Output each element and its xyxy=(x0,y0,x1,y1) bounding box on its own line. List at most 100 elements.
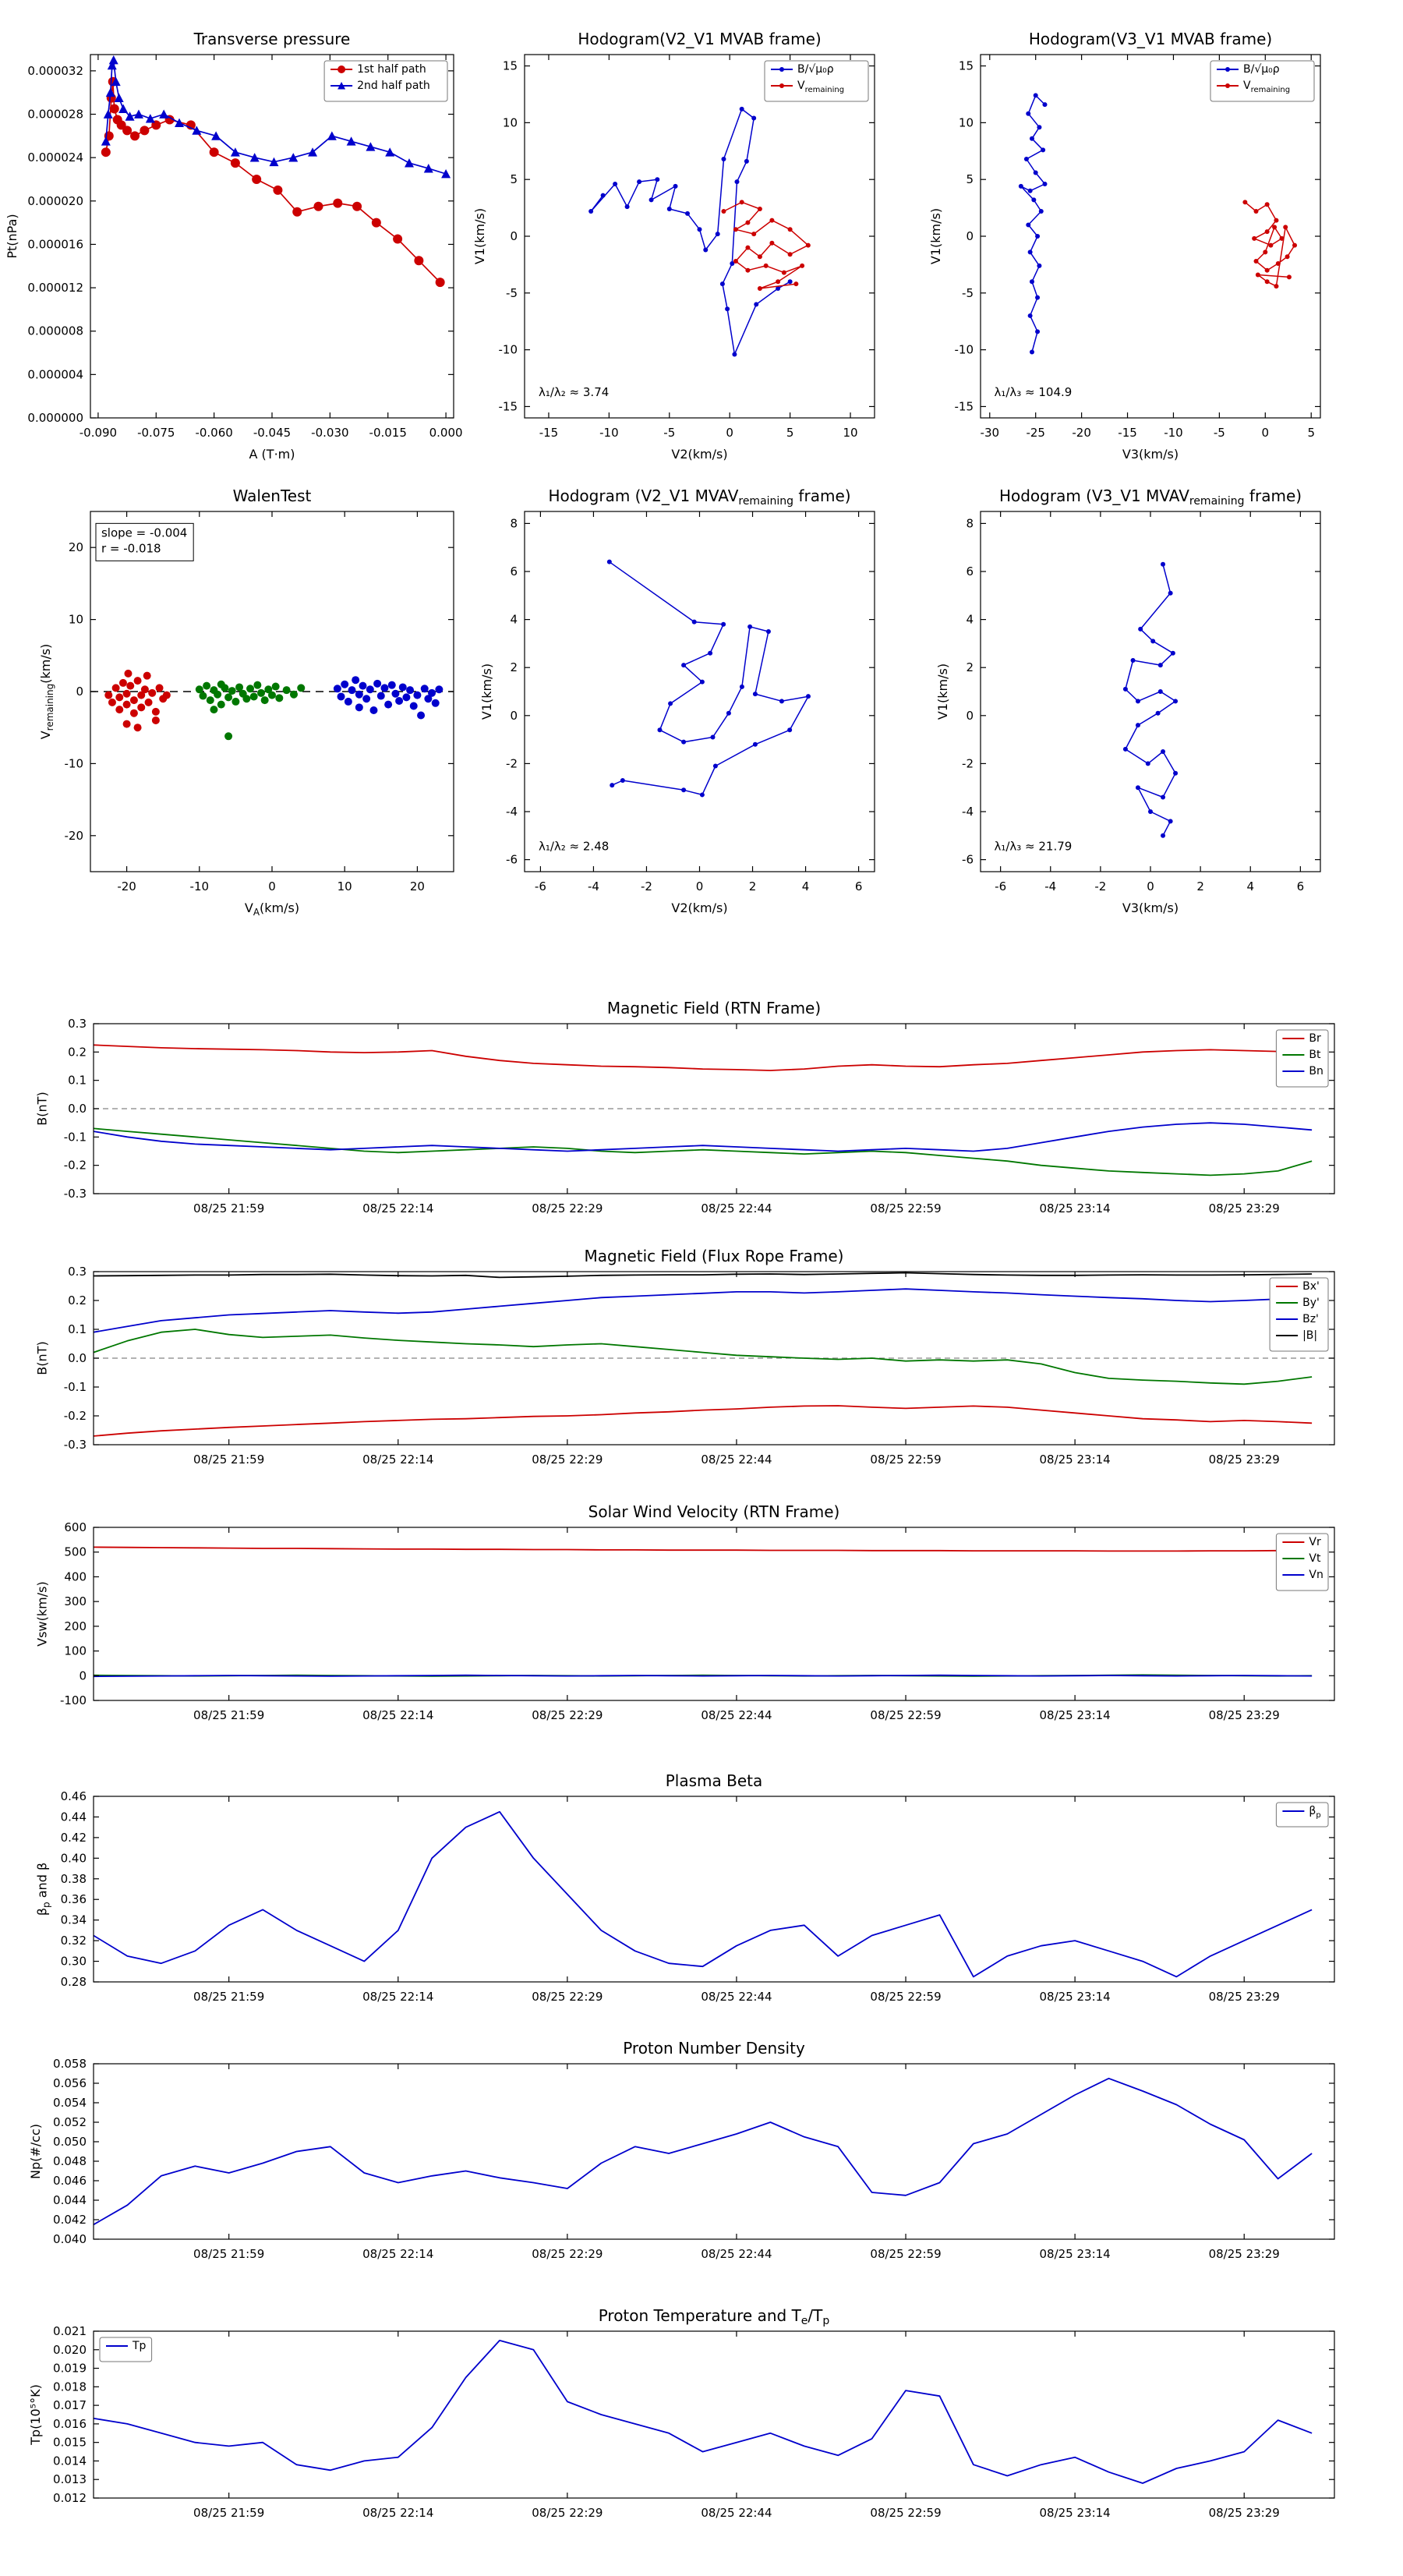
svg-text:08/25 22:29: 08/25 22:29 xyxy=(532,1990,603,2004)
svg-text:08/25 22:59: 08/25 22:59 xyxy=(870,1453,941,1467)
svg-text:6: 6 xyxy=(855,879,863,893)
svg-text:08/25 22:14: 08/25 22:14 xyxy=(362,2247,433,2261)
svg-text:08/25 23:29: 08/25 23:29 xyxy=(1209,2247,1280,2261)
svg-text:0.38: 0.38 xyxy=(61,1872,87,1886)
svg-text:0.052: 0.052 xyxy=(53,2115,87,2129)
svg-text:0.1: 0.1 xyxy=(68,1074,87,1088)
svg-text:4: 4 xyxy=(802,879,810,893)
svg-text:8: 8 xyxy=(510,516,518,530)
svg-text:VA(km/s): VA(km/s) xyxy=(245,901,299,918)
svg-text:08/25 22:29: 08/25 22:29 xyxy=(532,1453,603,1467)
svg-text:βp and β: βp and β xyxy=(35,1863,52,1916)
svg-text:08/25 22:59: 08/25 22:59 xyxy=(870,1201,941,1215)
svg-text:08/25 21:59: 08/25 21:59 xyxy=(193,2247,264,2261)
svg-text:0.048: 0.048 xyxy=(53,2154,87,2168)
svg-text:λ₁/λ₂ ≈ 2.48: λ₁/λ₂ ≈ 2.48 xyxy=(539,839,609,853)
svg-text:08/25 22:44: 08/25 22:44 xyxy=(701,2506,772,2520)
svg-text:5: 5 xyxy=(966,172,974,186)
svg-text:0.42: 0.42 xyxy=(61,1831,87,1845)
svg-text:0: 0 xyxy=(696,879,704,893)
svg-text:V3(km/s): V3(km/s) xyxy=(1122,901,1179,915)
svg-text:6: 6 xyxy=(966,564,974,579)
svg-text:-10: -10 xyxy=(1164,426,1183,440)
svg-text:-15: -15 xyxy=(499,399,518,413)
svg-text:0.014: 0.014 xyxy=(53,2454,87,2468)
svg-text:Bz': Bz' xyxy=(1302,1313,1319,1325)
svg-text:r = -0.018: r = -0.018 xyxy=(101,541,161,555)
svg-text:10: 10 xyxy=(69,613,83,627)
svg-text:-2: -2 xyxy=(641,879,652,893)
chart-hodogram-v3v1-mvav: -6 -4 -2 0 2 4 6 -6 -4 -2 0 2 4 6 8 Hodogram (V3_V1 MVA… xyxy=(935,487,1321,915)
svg-text:0.050: 0.050 xyxy=(53,2135,87,2149)
svg-text:-20: -20 xyxy=(117,879,136,893)
chart-proton-density: 08/25 21:59 08/25 22:14 08/25 22:29 08/25 2… xyxy=(28,2039,1335,2261)
svg-text:100: 100 xyxy=(64,1644,87,1658)
svg-text:0.013: 0.013 xyxy=(53,2472,87,2486)
svg-text:08/25 22:29: 08/25 22:29 xyxy=(532,1201,603,1215)
svg-text:-10: -10 xyxy=(499,343,518,357)
svg-text:0.016: 0.016 xyxy=(53,2417,87,2431)
svg-text:Hodogram (V2_V1 MVAVremaining: Hodogram (V2_V1 MVAVremaining frame) xyxy=(548,487,850,508)
svg-text:B(nT): B(nT) xyxy=(35,1092,50,1125)
svg-text:B/√μ₀ρ: B/√μ₀ρ xyxy=(1243,63,1280,76)
svg-text:20: 20 xyxy=(69,540,83,554)
svg-text:Vn: Vn xyxy=(1309,1569,1323,1581)
svg-text:08/25 22:14: 08/25 22:14 xyxy=(362,1453,433,1467)
svg-text:0.015: 0.015 xyxy=(53,2436,87,2450)
svg-text:08/25 22:59: 08/25 22:59 xyxy=(870,1708,941,1722)
svg-text:Tp(10⁵°K): Tp(10⁵°K) xyxy=(28,2384,43,2446)
svg-text:1st half path: 1st half path xyxy=(357,63,426,76)
svg-text:-4: -4 xyxy=(588,879,599,893)
svg-text:Magnetic Field (RTN Frame): Magnetic Field (RTN Frame) xyxy=(607,999,821,1017)
svg-text:λ₁/λ₃ ≈ 21.79: λ₁/λ₃ ≈ 21.79 xyxy=(994,839,1072,853)
svg-text:08/25 22:44: 08/25 22:44 xyxy=(701,1708,772,1722)
svg-text:4: 4 xyxy=(510,613,518,627)
svg-text:-30: -30 xyxy=(981,426,1000,440)
svg-text:0.020: 0.020 xyxy=(53,2343,87,2357)
svg-text:4: 4 xyxy=(1246,879,1254,893)
svg-text:-6: -6 xyxy=(506,853,518,867)
svg-text:V2(km/s): V2(km/s) xyxy=(671,447,727,462)
svg-text:0.000024: 0.000024 xyxy=(27,150,83,165)
svg-text:0.012: 0.012 xyxy=(53,2491,87,2505)
svg-text:0.056: 0.056 xyxy=(53,2076,87,2090)
svg-text:600: 600 xyxy=(64,1520,87,1534)
svg-text:0: 0 xyxy=(79,1668,87,1683)
svg-text:Bt: Bt xyxy=(1309,1049,1321,1061)
svg-text:10: 10 xyxy=(337,879,352,893)
svg-text:-0.3: -0.3 xyxy=(64,1438,87,1452)
svg-text:slope = -0.004: slope = -0.004 xyxy=(101,525,187,540)
svg-text:V1(km/s): V1(km/s) xyxy=(472,208,487,264)
svg-text:-25: -25 xyxy=(1026,426,1045,440)
svg-text:0.000: 0.000 xyxy=(429,426,463,440)
svg-text:0.46: 0.46 xyxy=(61,1789,87,1803)
svg-text:Solar Wind Velocity (RTN Frame: Solar Wind Velocity (RTN Frame) xyxy=(588,1502,840,1521)
chart-mag-rtn: 08/25 21:59 08/25 22:14 08/25 22:29 08/25 2… xyxy=(35,999,1335,1215)
svg-text:-0.2: -0.2 xyxy=(64,1159,87,1173)
svg-text:By': By' xyxy=(1302,1297,1320,1309)
svg-text:08/25 22:44: 08/25 22:44 xyxy=(701,1990,772,2004)
svg-text:08/25 21:59: 08/25 21:59 xyxy=(193,1201,264,1215)
svg-text:-0.030: -0.030 xyxy=(311,426,348,440)
svg-text:400: 400 xyxy=(64,1569,87,1583)
svg-text:08/25 23:29: 08/25 23:29 xyxy=(1209,1201,1280,1215)
svg-text:08/25 23:14: 08/25 23:14 xyxy=(1040,1453,1111,1467)
chart-proton-temp: 08/25 21:59 08/25 22:14 08/25 22:29 08/25 2… xyxy=(28,2306,1335,2520)
svg-text:-5: -5 xyxy=(962,286,974,300)
svg-text:08/25 22:59: 08/25 22:59 xyxy=(870,2247,941,2261)
chart-walen-test: -20 -10 0 10 20 -20 -10 0 10 20 WalenTest VA(km/s) V… xyxy=(38,487,454,918)
svg-text:λ₁/λ₃ ≈ 104.9: λ₁/λ₃ ≈ 104.9 xyxy=(994,385,1072,399)
chart-transverse-pressure: -0.090 -0.075 -0.060 -0.045 -0.030 -0.015 0.00… xyxy=(5,30,462,462)
svg-text:λ₁/λ₂ ≈ 3.74: λ₁/λ₂ ≈ 3.74 xyxy=(539,385,609,399)
svg-text:20: 20 xyxy=(410,879,425,893)
svg-text:6: 6 xyxy=(1297,879,1305,893)
svg-text:Vsw(km/s): Vsw(km/s) xyxy=(35,1581,50,1646)
svg-text:0.058: 0.058 xyxy=(53,2057,87,2071)
svg-text:2: 2 xyxy=(966,660,974,674)
svg-text:08/25 23:29: 08/25 23:29 xyxy=(1209,1453,1280,1467)
svg-text:-6: -6 xyxy=(535,879,546,893)
svg-text:0.019: 0.019 xyxy=(53,2362,87,2376)
svg-text:-100: -100 xyxy=(60,1693,87,1707)
